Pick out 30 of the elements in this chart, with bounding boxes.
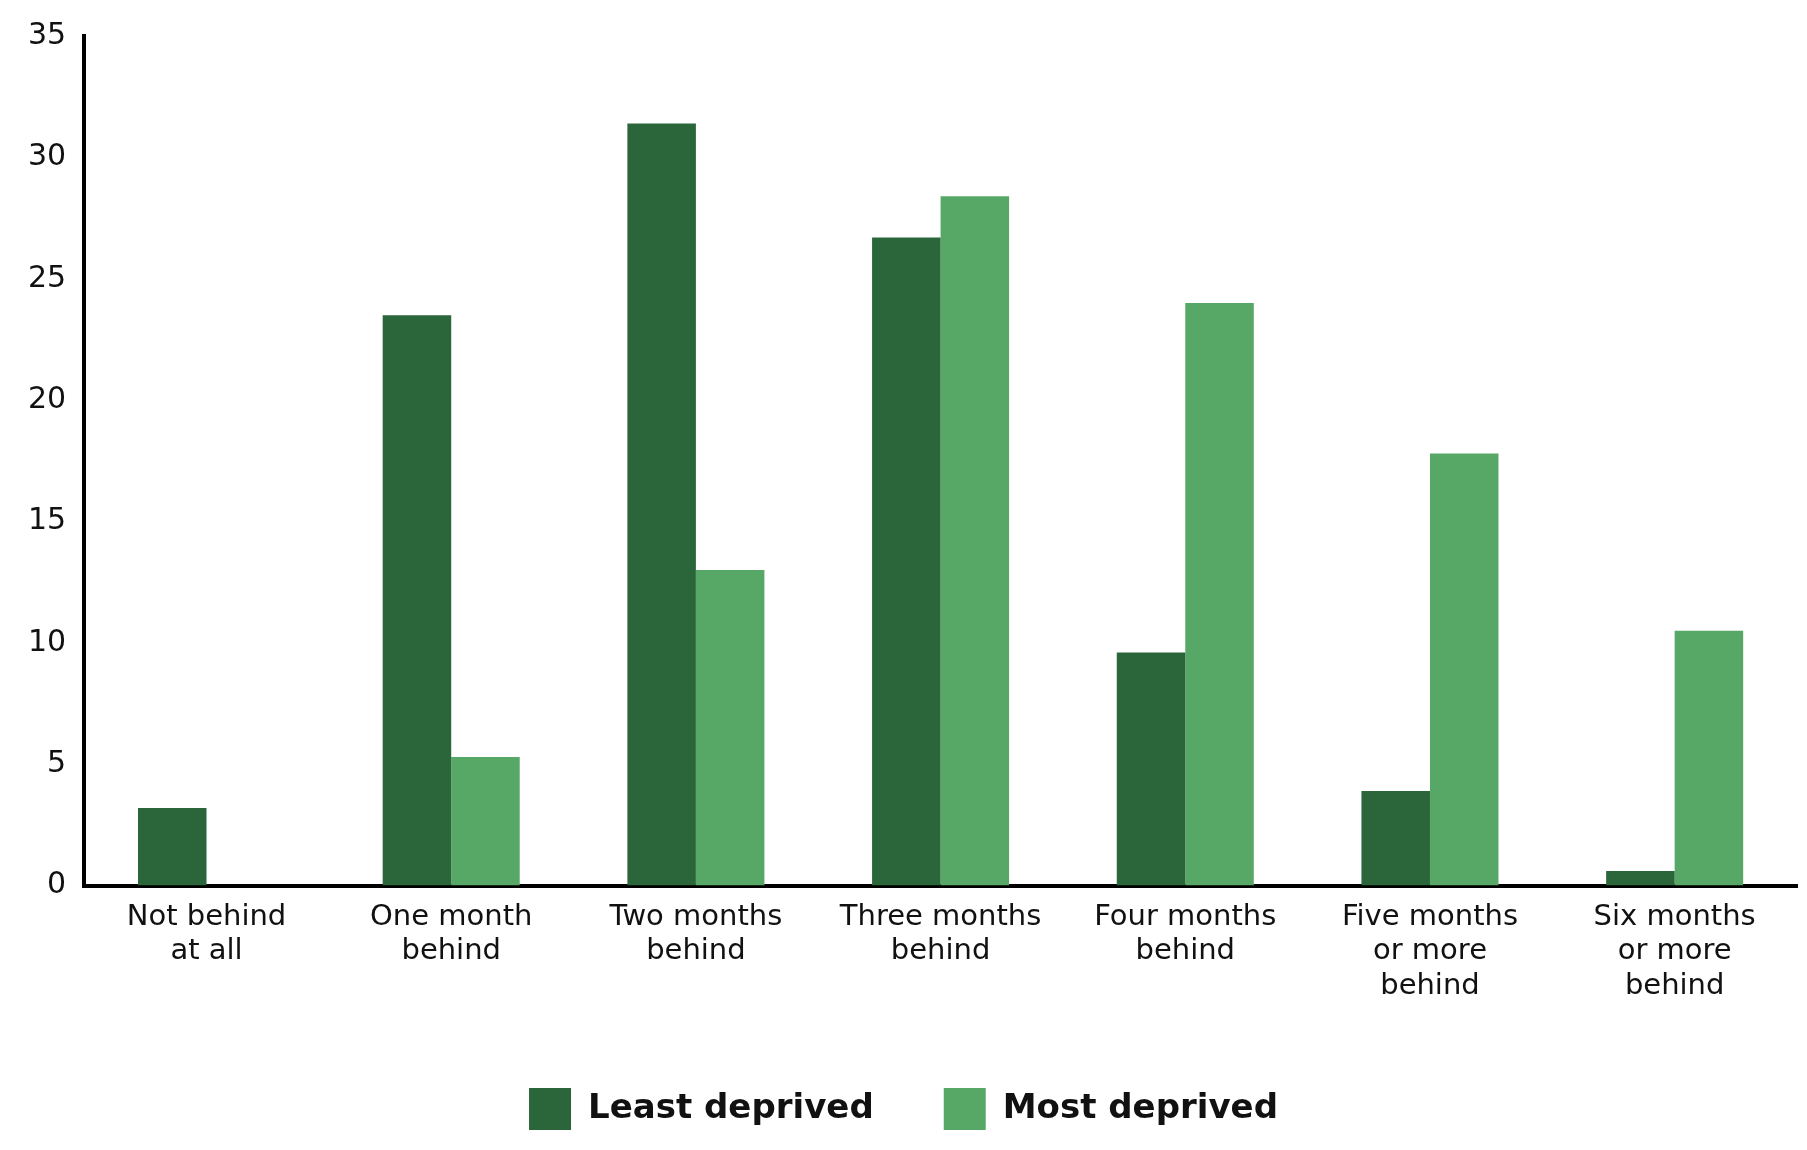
y-tick-label: 5 [47,744,67,780]
x-tick-label: One month behind [370,897,533,967]
bar [382,315,452,886]
y-tick-label: 15 [27,501,67,537]
y-tick-label: 20 [27,379,67,415]
y-tick-label: 10 [27,622,67,658]
bar [627,123,696,886]
legend-label: Most deprived [1002,1085,1278,1126]
x-tick-label: Three months behind [838,897,1042,967]
x-tick-label: Not behind at all [126,897,287,967]
bar [1674,630,1744,886]
y-tick-label: 30 [27,137,67,173]
bar [1606,871,1675,886]
bar [1116,652,1186,886]
bar [1361,790,1430,886]
y-tick-label: 25 [27,258,67,294]
x-tick-label: Five months or more behind [1341,897,1519,1002]
bar [138,807,207,886]
legend-label: Least deprived [588,1085,874,1126]
bar [872,237,941,886]
bar [451,756,520,886]
bar [1185,303,1254,886]
y-tick-label: 0 [47,865,67,901]
x-tick-label: Six months or more behind [1593,897,1756,1002]
bar [1429,453,1499,886]
x-tick-label: Two months behind [608,897,783,967]
y-tick-label: 35 [27,15,67,51]
bar [695,570,765,886]
x-tick-label: Four months behind [1094,897,1277,967]
bar [940,196,1010,886]
